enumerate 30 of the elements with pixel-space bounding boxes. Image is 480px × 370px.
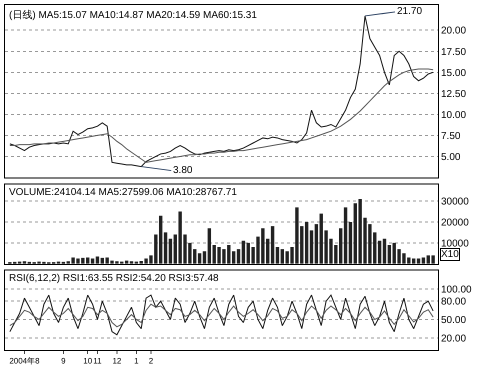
line-series <box>9 68 434 163</box>
y-tick-label: 100.00 <box>441 284 472 296</box>
annotation: 3.80 <box>173 165 193 176</box>
x-tick-label: 2 <box>148 356 154 366</box>
y-tick-label: 5.00 <box>441 152 461 163</box>
chart-title: RSI(6,12,2) RSI1:63.55 RSI2:54.20 RSI3:57.48 <box>9 273 220 284</box>
text: (日线) MA5:15.07 MA10:14.87 MA20:14.59 MA60:15.31 <box>9 9 258 21</box>
x-tick-label: 2004年8 <box>9 356 40 366</box>
y-tick-label: 17.50 <box>441 46 466 58</box>
y-tick-label: 20000 <box>441 217 470 228</box>
x-tick-label: 9 <box>61 356 66 366</box>
y-tick-label: 10.00 <box>441 110 466 121</box>
x-tick-label: 10 <box>83 356 93 366</box>
y-tick-label: 30000 <box>441 196 470 208</box>
x-tick-label: 1 <box>134 356 140 366</box>
x-tick-label: 11 <box>93 356 102 366</box>
y-tick-label: 20.00 <box>441 26 466 37</box>
line-series <box>9 304 434 328</box>
x-tick-label: 12 <box>112 356 122 366</box>
line-series <box>9 294 434 336</box>
y-tick-label: 10000 <box>441 238 470 250</box>
y-tick-label: 50.00 <box>441 314 466 326</box>
chart-title: VOLUME:24104.14 MA5:27599.06 MA10:28767.71 <box>9 187 238 198</box>
y-tick-label: 12.50 <box>441 88 466 100</box>
y-tick-label: 80.00 <box>441 296 466 308</box>
annotation: 21.70 <box>397 6 422 17</box>
y-tick-label: 7.50 <box>441 130 461 142</box>
y-tick-label: 15.00 <box>441 68 466 79</box>
text: X10 <box>441 249 460 260</box>
y-tick-label: 20.00 <box>441 333 466 344</box>
